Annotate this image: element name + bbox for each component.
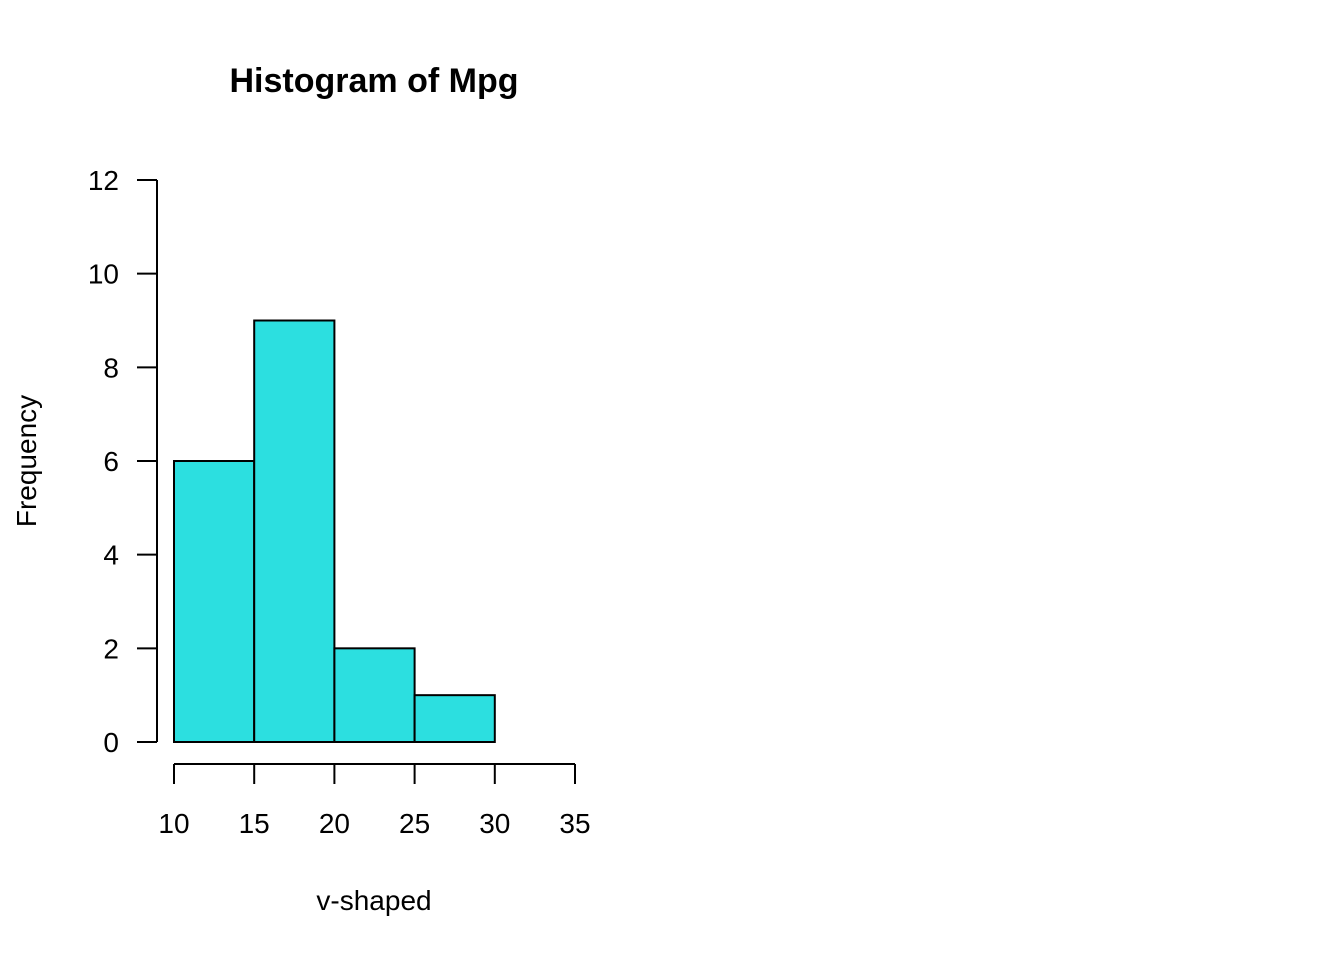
bars-group bbox=[173, 319, 496, 744]
y-tick-label: 10 bbox=[88, 259, 119, 290]
y-tick-label: 0 bbox=[103, 727, 119, 758]
histogram-bar-4 bbox=[413, 694, 496, 744]
x-tick-label: 25 bbox=[399, 808, 430, 839]
x-tick-label: 20 bbox=[319, 808, 350, 839]
histogram-bar-3 bbox=[333, 647, 416, 743]
x-tick-label: 35 bbox=[559, 808, 590, 839]
x-axis-label: v-shaped bbox=[316, 885, 431, 916]
y-tick-label: 12 bbox=[88, 165, 119, 196]
x-tick-label: 30 bbox=[479, 808, 510, 839]
x-tick-label: 10 bbox=[158, 808, 189, 839]
y-tick-label: 6 bbox=[103, 446, 119, 477]
y-axis-label: Frequency bbox=[11, 395, 42, 527]
x-axis: 10 15 20 25 30 35 bbox=[158, 763, 591, 839]
y-tick-label: 8 bbox=[103, 352, 119, 383]
histogram-bar-2 bbox=[253, 319, 336, 743]
chart-title: Histogram of Mpg bbox=[230, 62, 519, 100]
y-axis: 0 2 4 6 8 10 12 bbox=[88, 165, 158, 758]
y-tick-label: 2 bbox=[103, 633, 119, 664]
histogram-bar-1 bbox=[173, 460, 256, 743]
y-tick-label: 4 bbox=[103, 540, 119, 571]
x-tick-label: 15 bbox=[239, 808, 270, 839]
